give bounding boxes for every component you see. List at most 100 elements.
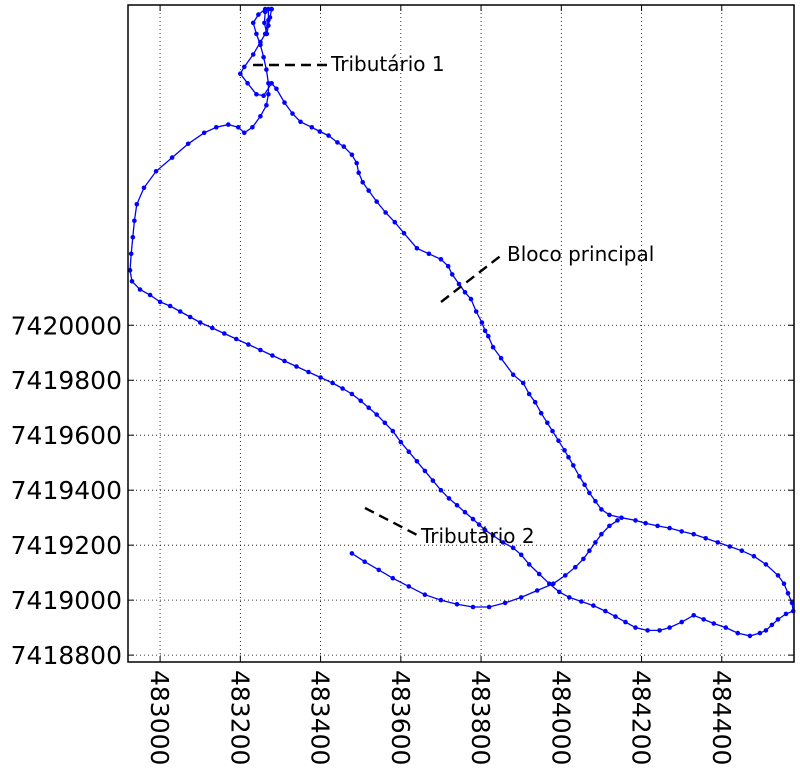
data-point	[486, 604, 492, 610]
data-point	[358, 398, 364, 404]
data-point	[226, 122, 231, 127]
tick-layer: 483000 483200 483400 483600 483800 484000 4842…	[11, 5, 794, 765]
data-point	[703, 536, 708, 541]
data-point	[282, 358, 287, 364]
data-point	[623, 619, 628, 625]
data-point	[269, 81, 274, 86]
data-point	[130, 235, 136, 240]
data-point	[701, 617, 706, 622]
data-point	[567, 595, 572, 600]
data-point	[711, 621, 717, 626]
data-point	[426, 251, 432, 257]
data-point	[242, 64, 247, 70]
data-point	[739, 548, 745, 553]
annotation-tributario-1: Tributário 1	[330, 52, 445, 76]
y-tick-label: 7419400	[11, 476, 122, 505]
data-point	[591, 603, 596, 608]
data-point	[234, 336, 239, 342]
data-point	[197, 320, 203, 325]
data-point	[473, 309, 479, 314]
data-point	[551, 581, 556, 586]
data-point	[751, 553, 757, 559]
data-point	[376, 567, 382, 573]
data-point	[261, 93, 266, 98]
data-point	[250, 125, 255, 130]
data-point	[401, 230, 407, 236]
data-point	[258, 114, 263, 119]
data-point	[545, 420, 550, 426]
data-point	[582, 482, 587, 488]
data-point	[462, 509, 468, 515]
data-point	[438, 487, 444, 493]
data-point	[250, 52, 256, 57]
data-point	[309, 125, 315, 130]
data-point	[446, 496, 452, 501]
data-point	[470, 516, 476, 522]
data-point	[236, 125, 241, 130]
data-point	[735, 630, 741, 636]
data-point	[679, 529, 684, 534]
data-point	[127, 268, 133, 273]
data-point	[390, 428, 396, 434]
annotation-leader-tributario-2	[364, 506, 418, 537]
data-point	[486, 333, 491, 339]
data-point	[266, 92, 271, 97]
data-point	[667, 625, 672, 630]
data-point	[167, 303, 173, 309]
data-point	[298, 119, 303, 125]
data-point	[482, 328, 488, 334]
data-point	[587, 490, 592, 496]
y-tick-label: 7419800	[11, 366, 122, 395]
data-point	[414, 459, 420, 464]
data-point	[366, 188, 372, 193]
data-point	[556, 438, 561, 444]
data-point	[254, 31, 259, 37]
data-point	[510, 545, 516, 551]
data-point	[593, 540, 598, 545]
data-point	[775, 573, 781, 578]
data-point	[563, 573, 568, 578]
data-point	[341, 144, 347, 149]
data-point	[326, 133, 331, 138]
data-point	[633, 518, 638, 523]
data-point	[550, 428, 555, 434]
data-point	[607, 523, 612, 529]
data-point	[538, 410, 544, 416]
data-point	[573, 564, 578, 570]
data-point	[366, 405, 372, 411]
data-point	[775, 617, 781, 622]
data-point	[134, 202, 140, 207]
data-point	[335, 140, 340, 145]
data-point	[147, 292, 153, 298]
data-point	[454, 602, 460, 607]
data-point	[185, 141, 191, 147]
data-point	[266, 17, 271, 23]
data-point	[242, 130, 247, 136]
data-point	[356, 170, 362, 175]
data-point	[534, 588, 540, 593]
data-point	[141, 185, 147, 191]
data-point	[785, 591, 791, 596]
x-tick-label: 484200	[627, 670, 656, 765]
data-point	[502, 600, 508, 606]
data-point	[362, 559, 368, 564]
series-layer	[127, 6, 796, 639]
data-point	[536, 571, 542, 577]
data-point	[476, 522, 482, 527]
data-point	[422, 468, 428, 474]
data-point	[691, 531, 696, 537]
data-point	[214, 125, 219, 130]
data-point	[643, 520, 648, 526]
data-point	[603, 608, 608, 614]
data-point	[599, 507, 604, 512]
x-tick-label: 483200	[225, 670, 254, 765]
data-point	[468, 296, 474, 302]
data-point	[132, 218, 137, 224]
data-point	[763, 628, 769, 633]
data-point	[790, 608, 796, 614]
data-point	[579, 599, 584, 604]
data-point	[258, 347, 263, 353]
data-point	[340, 386, 345, 391]
data-point	[581, 556, 586, 562]
